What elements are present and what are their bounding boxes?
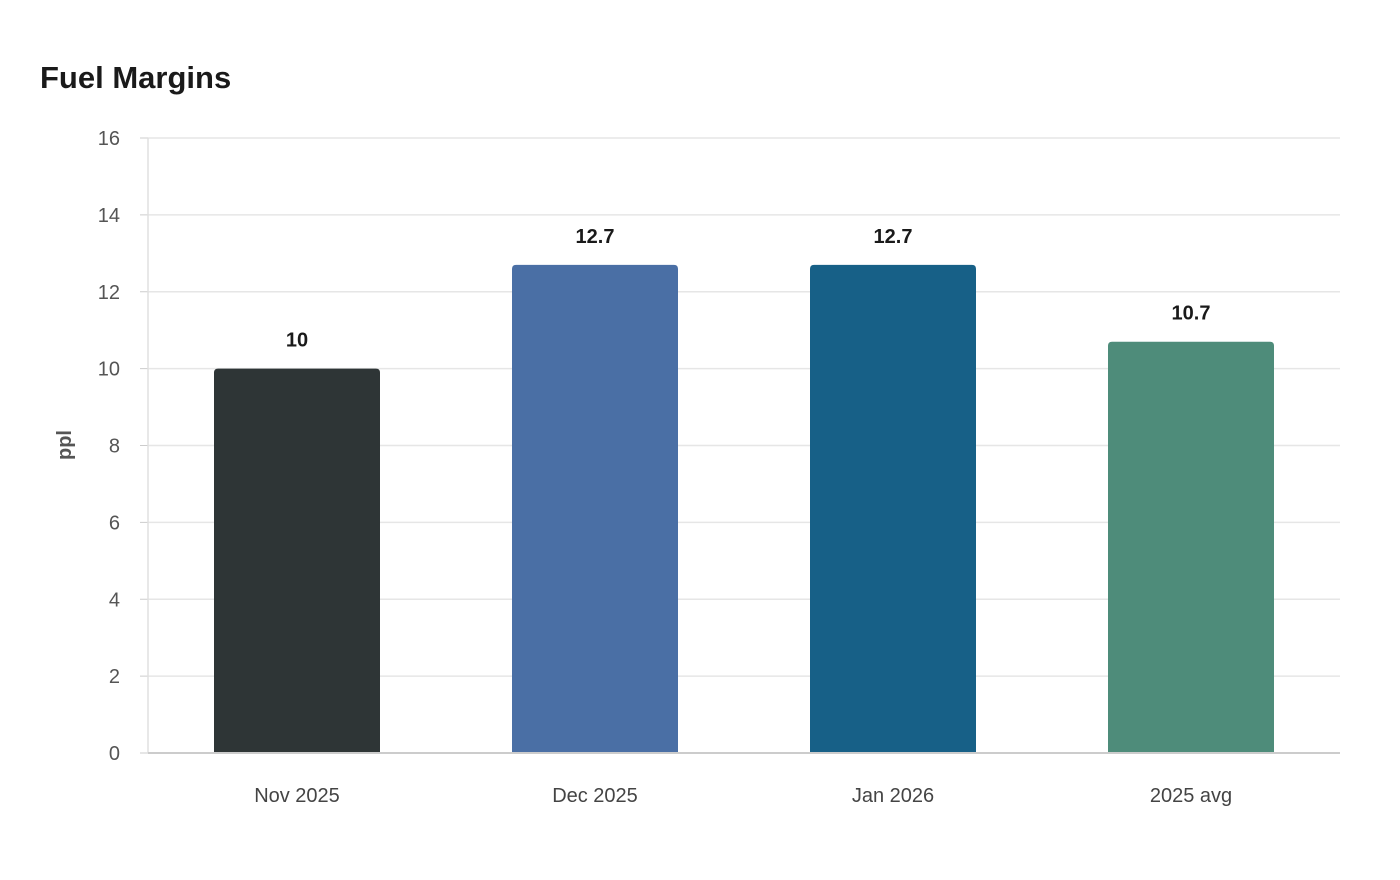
y-tick-label: 8 [109,436,120,458]
chart-title: Fuel Margins [40,60,232,95]
x-category-label: Jan 2026 [852,785,934,807]
bar-dec-2025[interactable] [512,264,678,753]
y-tick-label: 14 [98,205,120,227]
y-tick-label: 6 [109,512,120,534]
y-tick-label: 4 [109,589,120,611]
data-label: 10.7 [1172,303,1211,325]
y-tick-label: 16 [98,128,120,150]
labels: 0 2 4 6 8 10 12 14 16 10 Nov 2025 12.7 Dec 2025 12.7 J… [54,128,1232,807]
bar-nov-2025[interactable] [214,368,380,753]
x-category-label: 2025 avg [1150,785,1232,807]
data-label: 10 [286,330,308,352]
y-tick-label: 12 [98,282,120,304]
y-tick-label: 2 [109,666,120,688]
bar-2025-avg[interactable] [1108,341,1274,753]
bars [214,264,1274,753]
x-category-label: Nov 2025 [254,785,340,807]
axes [140,137,1340,754]
y-tick-label: 0 [109,743,120,765]
y-axis-title: ppl [54,430,76,460]
data-label: 12.7 [576,226,615,248]
data-label: 12.7 [874,226,913,248]
bar-jan-2026[interactable] [810,264,976,753]
y-tick-label: 10 [98,359,120,381]
x-category-label: Dec 2025 [552,785,638,807]
